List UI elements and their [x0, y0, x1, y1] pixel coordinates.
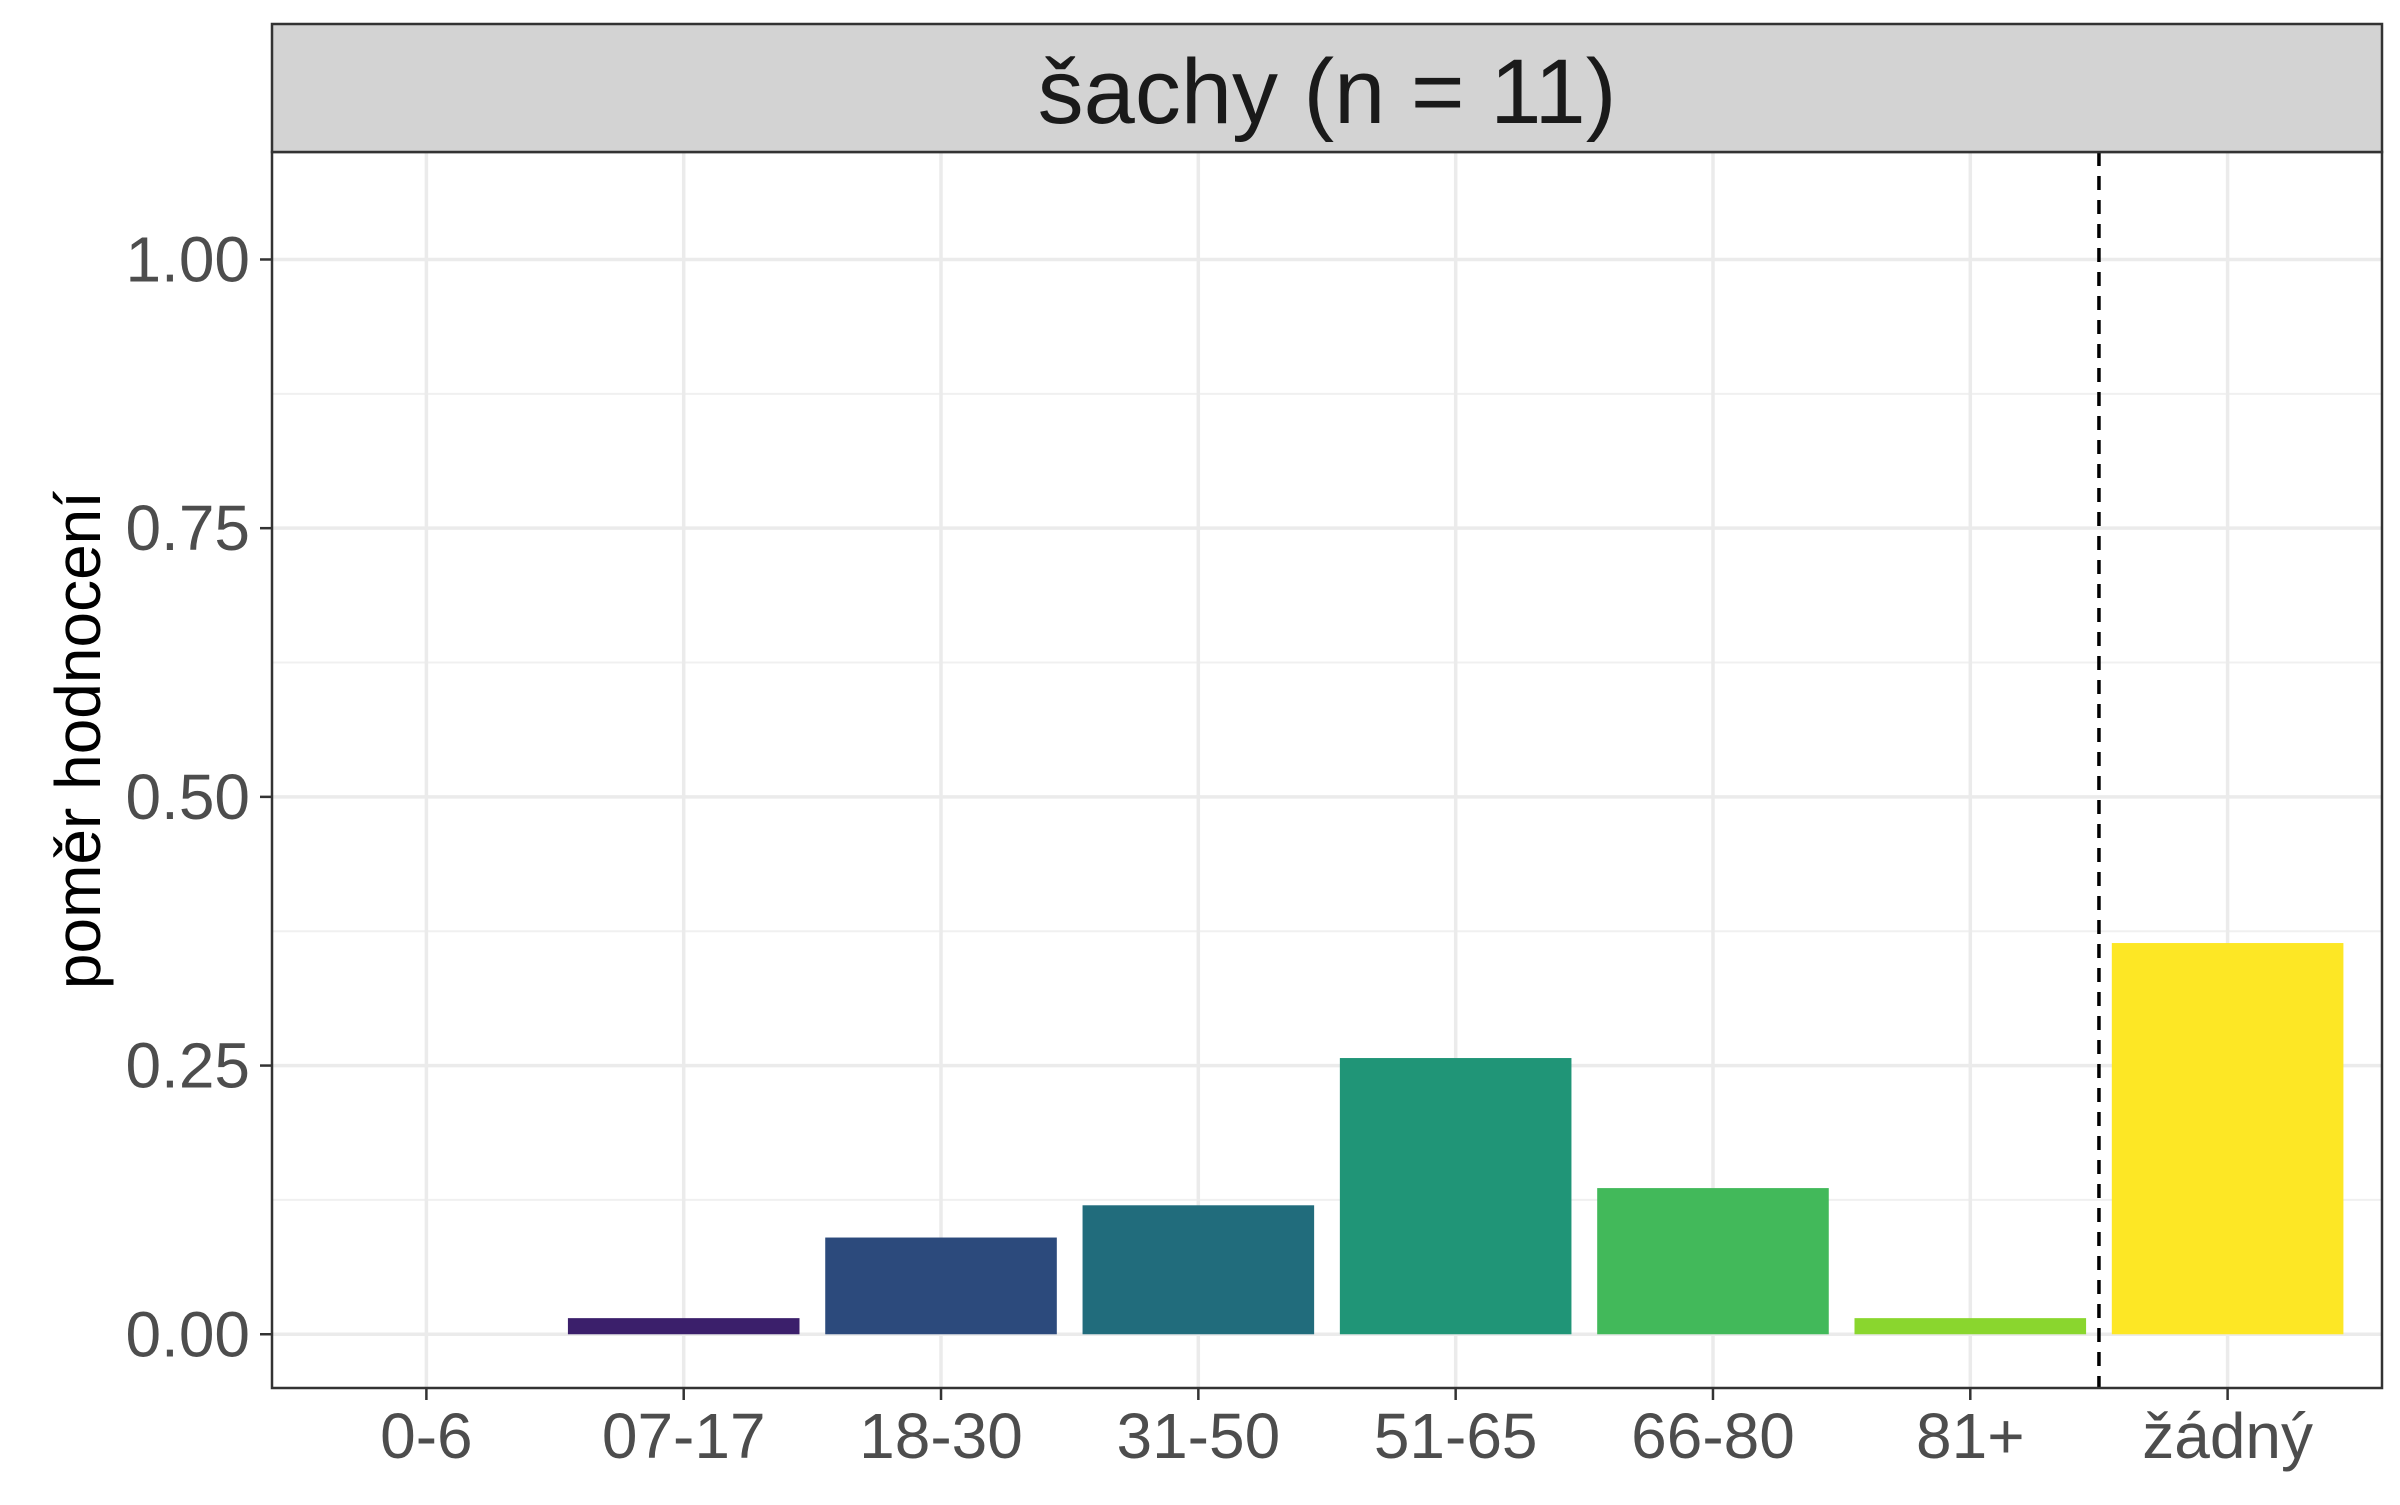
x-tick-label: 18-30 — [859, 1400, 1023, 1472]
x-axis: 0-6 07-17 18-30 31-50 51-65 66-80 81+ žádný — [380, 1388, 2313, 1472]
bar — [825, 1237, 1057, 1335]
x-tick-label: 81+ — [1916, 1400, 2025, 1472]
x-tick-label: žádný — [2142, 1400, 2313, 1472]
x-tick-label: 66-80 — [1631, 1400, 1795, 1472]
y-tick-label: 1.00 — [125, 223, 250, 295]
panel-border — [270, 150, 2384, 1390]
facet-strip: šachy (n = 11) — [270, 22, 2384, 154]
bar — [1339, 1058, 1572, 1335]
bar — [1597, 1188, 1829, 1335]
y-tick-label: 0.50 — [125, 761, 250, 833]
bars — [567, 943, 2344, 1335]
x-tick-label: 07-17 — [602, 1400, 766, 1472]
x-tick-label: 31-50 — [1116, 1400, 1280, 1472]
bar — [2111, 943, 2344, 1335]
y-tick-label: 0.75 — [125, 492, 250, 564]
y-axis: 0.00 0.25 0.50 0.75 1.00 — [125, 223, 272, 1370]
y-tick-label: 0.25 — [125, 1030, 250, 1102]
y-tick-label: 0.00 — [125, 1298, 250, 1370]
grid-lines — [272, 152, 2382, 1388]
facet-strip-background — [270, 22, 2384, 154]
bar — [567, 1318, 800, 1335]
bar — [1854, 1318, 2087, 1335]
chart-title: šachy (n = 11) — [1038, 41, 1617, 143]
bar — [1082, 1205, 1315, 1335]
x-tick-label: 0-6 — [380, 1400, 473, 1472]
y-axis-title: poměr hodnocení — [42, 491, 114, 989]
x-tick-label: 51-65 — [1374, 1400, 1538, 1472]
